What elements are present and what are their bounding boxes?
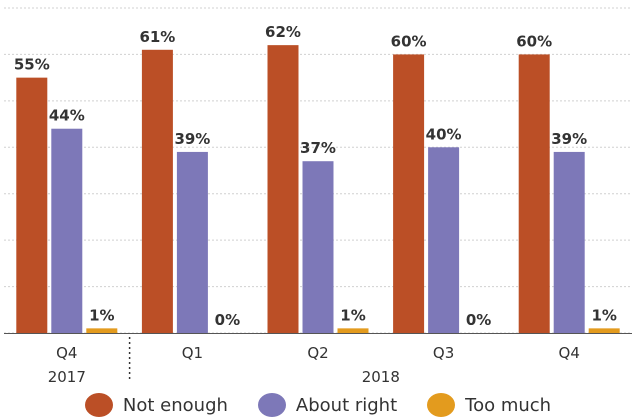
legend-item-too-much: Too much bbox=[427, 393, 551, 417]
bar-not-enough-1 bbox=[141, 49, 173, 334]
data-label-too-much-1: 0% bbox=[215, 311, 240, 329]
legend-swatch-not-enough bbox=[84, 393, 113, 417]
data-label-about-right-0: 44% bbox=[49, 107, 85, 125]
legend-swatch-too-much bbox=[427, 393, 456, 417]
data-label-not-enough-3: 60% bbox=[391, 32, 427, 50]
x-tick-label-1: Q1 bbox=[182, 344, 203, 362]
legend-label-about-right: About right bbox=[295, 394, 398, 416]
bar-not-enough-4 bbox=[518, 54, 550, 334]
data-label-about-right-1: 39% bbox=[174, 130, 210, 148]
bar-about-right-0 bbox=[51, 128, 83, 333]
bar-not-enough-2 bbox=[267, 45, 299, 334]
data-label-not-enough-4: 60% bbox=[516, 32, 552, 50]
data-label-too-much-3: 0% bbox=[466, 311, 491, 329]
bars bbox=[16, 45, 620, 334]
data-label-not-enough-0: 55% bbox=[14, 56, 50, 74]
data-label-too-much-2: 1% bbox=[340, 306, 365, 324]
bar-chart: 55% 44% 1% 61% 39% 0% 62% 37% 1% 60% 40% 0% 60% 39% 1%… bbox=[4, 7, 632, 386]
legend: Not enough About right Too much bbox=[0, 392, 636, 418]
year-label-0: 2017 bbox=[48, 368, 86, 386]
bar-about-right-3 bbox=[428, 147, 460, 333]
bar-too-much-0 bbox=[86, 328, 118, 333]
legend-label-not-enough: Not enough bbox=[122, 394, 228, 416]
data-label-not-enough-1: 61% bbox=[139, 28, 175, 46]
bar-about-right-2 bbox=[302, 161, 334, 333]
bar-not-enough-0 bbox=[16, 77, 48, 334]
bar-about-right-4 bbox=[553, 151, 585, 333]
year-label-1: 2018 bbox=[362, 368, 400, 386]
x-tick-label-4: Q4 bbox=[559, 344, 580, 362]
bar-about-right-1 bbox=[176, 151, 208, 333]
data-label-too-much-4: 1% bbox=[591, 306, 616, 324]
bar-too-much-4 bbox=[588, 328, 620, 333]
x-axis: Q4 Q1 Q2 Q3 Q4 2017 2018 bbox=[4, 333, 632, 386]
data-label-about-right-2: 37% bbox=[300, 139, 336, 157]
bar-not-enough-3 bbox=[393, 54, 425, 334]
data-label-not-enough-2: 62% bbox=[265, 23, 301, 41]
x-tick-label-2: Q2 bbox=[307, 344, 328, 362]
data-label-about-right-4: 39% bbox=[551, 130, 587, 148]
x-tick-label-0: Q4 bbox=[56, 344, 77, 362]
x-tick-label-3: Q3 bbox=[433, 344, 454, 362]
data-label-too-much-0: 1% bbox=[89, 306, 114, 324]
legend-label-too-much: Too much bbox=[465, 394, 552, 416]
legend-item-not-enough: Not enough bbox=[84, 393, 228, 417]
bar-too-much-2 bbox=[337, 328, 369, 333]
data-labels: 55% 44% 1% 61% 39% 0% 62% 37% 1% 60% 40% 0% 60% 39% 1% bbox=[14, 23, 617, 329]
legend-swatch-about-right bbox=[257, 393, 286, 417]
legend-item-about-right: About right bbox=[257, 393, 398, 417]
data-label-about-right-3: 40% bbox=[426, 125, 462, 143]
